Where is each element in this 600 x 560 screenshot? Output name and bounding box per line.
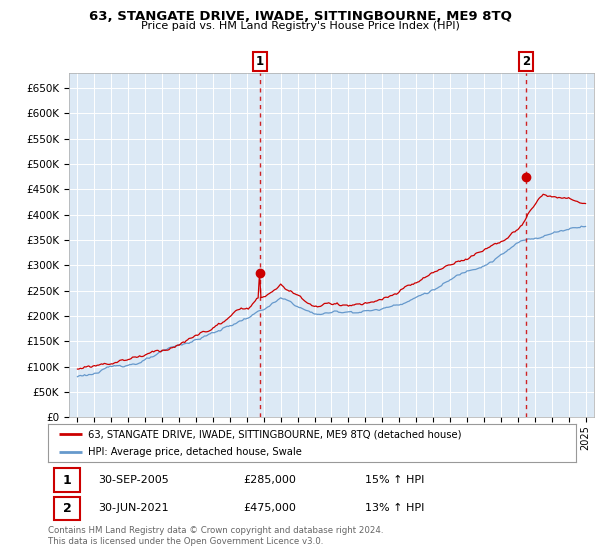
Text: 2: 2 [62,502,71,515]
Text: 30-JUN-2021: 30-JUN-2021 [98,503,169,514]
Text: £285,000: £285,000 [244,475,296,485]
Text: 15% ↑ HPI: 15% ↑ HPI [365,475,424,485]
Bar [55,497,80,520]
Text: Price paid vs. HM Land Registry's House Price Index (HPI): Price paid vs. HM Land Registry's House … [140,21,460,31]
Text: HPI: Average price, detached house, Swale: HPI: Average price, detached house, Swal… [88,447,301,457]
Text: 1: 1 [62,474,71,487]
Text: 1: 1 [256,55,263,68]
Text: 2: 2 [522,55,530,68]
Text: 63, STANGATE DRIVE, IWADE, SITTINGBOURNE, ME9 8TQ (detached house): 63, STANGATE DRIVE, IWADE, SITTINGBOURNE… [88,429,461,439]
Text: 63, STANGATE DRIVE, IWADE, SITTINGBOURNE, ME9 8TQ: 63, STANGATE DRIVE, IWADE, SITTINGBOURNE… [89,10,511,23]
Text: £475,000: £475,000 [244,503,296,514]
Text: Contains HM Land Registry data © Crown copyright and database right 2024.
This d: Contains HM Land Registry data © Crown c… [48,526,383,546]
Text: 13% ↑ HPI: 13% ↑ HPI [365,503,424,514]
Text: 30-SEP-2005: 30-SEP-2005 [98,475,169,485]
Bar [55,468,80,492]
